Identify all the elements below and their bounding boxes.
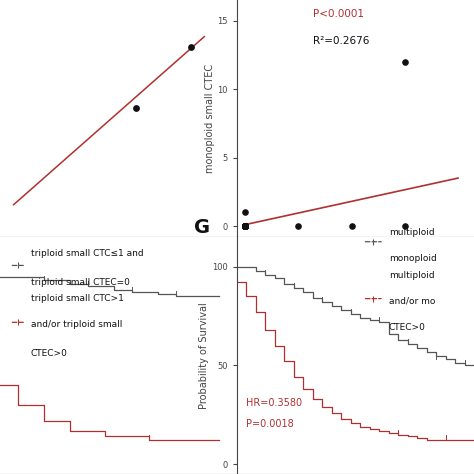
Point	[241, 209, 249, 216]
Text: P=0.0018: P=0.0018	[246, 419, 294, 429]
Point	[241, 222, 249, 230]
Point	[241, 222, 249, 230]
Text: and/or mo: and/or mo	[389, 297, 435, 306]
Text: monoploid: monoploid	[389, 254, 437, 263]
Point	[241, 222, 249, 230]
Point	[187, 44, 194, 51]
Point	[241, 222, 249, 230]
Point	[241, 222, 249, 230]
Point	[241, 222, 249, 230]
Point	[241, 222, 249, 230]
Point	[241, 222, 249, 230]
Text: HR=0.3580: HR=0.3580	[246, 398, 302, 408]
Point	[241, 222, 249, 230]
Point	[241, 222, 249, 230]
Text: CTEC>0: CTEC>0	[31, 349, 68, 358]
Point	[401, 58, 409, 65]
Point	[241, 222, 249, 230]
Text: and/or triploid small: and/or triploid small	[31, 320, 122, 329]
Text: multiploid: multiploid	[389, 228, 434, 237]
Point	[241, 222, 249, 230]
Point	[241, 222, 249, 230]
Point	[294, 222, 302, 230]
Point	[241, 222, 249, 230]
Point	[241, 222, 249, 230]
Point	[241, 222, 249, 230]
X-axis label: multiploid small CTC: multiploid small CTC	[306, 256, 405, 266]
Point	[241, 222, 249, 230]
Point	[241, 222, 249, 230]
Point	[241, 222, 249, 230]
Point	[241, 222, 249, 230]
Point	[241, 222, 249, 230]
Point	[241, 222, 249, 230]
Text: CTEC>0: CTEC>0	[389, 323, 426, 332]
Point	[241, 222, 249, 230]
Text: G: G	[194, 218, 210, 237]
Point	[241, 222, 249, 230]
Point	[241, 222, 249, 230]
Point	[241, 222, 249, 230]
Point	[241, 222, 249, 230]
Point	[241, 222, 249, 230]
Point	[401, 222, 409, 230]
Text: triploid small CTC>1: triploid small CTC>1	[31, 294, 124, 303]
Point	[241, 222, 249, 230]
Text: multiploid: multiploid	[389, 271, 434, 280]
X-axis label: CTC: CTC	[109, 256, 128, 266]
Point	[132, 104, 140, 111]
Point	[241, 222, 249, 230]
Text: triploid small CTEC=0: triploid small CTEC=0	[31, 278, 130, 287]
Text: R²=0.2676: R²=0.2676	[313, 36, 369, 46]
Y-axis label: monoploid small CTEC: monoploid small CTEC	[205, 64, 215, 173]
Point	[241, 222, 249, 230]
Point	[241, 222, 249, 230]
Text: triploid small CTC≤1 and: triploid small CTC≤1 and	[31, 249, 144, 258]
Point	[241, 222, 249, 230]
Point	[241, 222, 249, 230]
Text: P<0.0001: P<0.0001	[313, 9, 364, 19]
Point	[241, 222, 249, 230]
Point	[241, 222, 249, 230]
Y-axis label: Probability of Survival: Probability of Survival	[200, 302, 210, 409]
Point	[348, 222, 356, 230]
Point	[241, 222, 249, 230]
Point	[241, 222, 249, 230]
